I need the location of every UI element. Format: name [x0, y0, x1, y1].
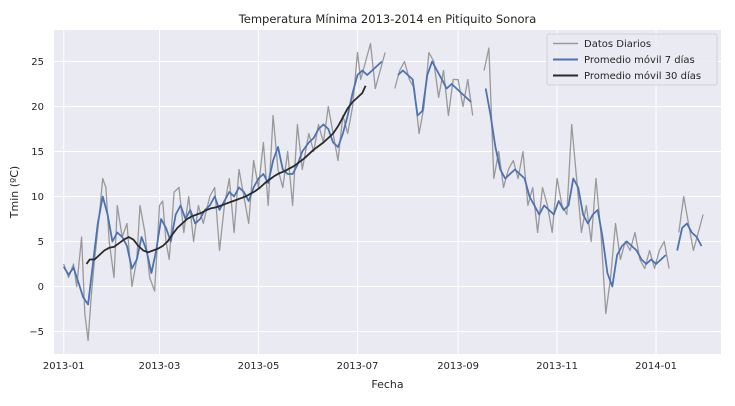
x-tick-label: 2013-11	[536, 361, 578, 372]
grid	[54, 30, 721, 354]
series-line-ma7	[676, 222, 703, 251]
ticks: 2013-01 2013-03 2013-05 2013-07 2013-09 2013-…	[29, 57, 677, 372]
y-tick-label: 0	[38, 282, 44, 293]
x-tick-label: 2013-05	[238, 361, 280, 372]
series-line-daily	[678, 195, 704, 252]
y-tick-label: 20	[31, 102, 44, 113]
x-tick-label: 2013-01	[43, 361, 85, 372]
legend-box	[546, 33, 718, 86]
y-tick-label: 15	[31, 147, 44, 158]
chart-title: Temperatura Mínima 2013-2014 en Pitiquit…	[238, 12, 537, 26]
y-tick-label: 25	[31, 57, 44, 68]
x-tick-label: 2013-09	[437, 361, 479, 372]
legend-label-daily: Datos Diarios	[584, 39, 651, 50]
y-tick-label: 10	[31, 192, 44, 203]
x-tick-label: 2013-03	[139, 361, 181, 372]
legend-label-ma7: Promedio móvil 7 días	[584, 54, 695, 66]
series-line-daily	[63, 42, 386, 342]
series-line-daily	[394, 51, 474, 135]
y-tick-label: 5	[38, 237, 44, 248]
series-line-ma7	[397, 60, 472, 117]
y-axis-label: Tmin (ºC)	[8, 166, 21, 219]
x-tick-label: 2014-01	[635, 361, 677, 372]
x-axis-label: Fecha	[371, 378, 403, 391]
legend: Datos Diarios Promedio móvil 7 días Prom…	[546, 33, 718, 86]
series-line-daily	[483, 47, 670, 315]
x-tick-label: 2013-07	[337, 361, 379, 372]
series-line-ma30	[85, 85, 367, 265]
series-layer	[62, 42, 704, 342]
legend-label-ma30: Promedio móvil 30 días	[584, 70, 701, 82]
y-tick-label: −5	[29, 327, 44, 338]
series-line-ma7	[484, 88, 667, 288]
